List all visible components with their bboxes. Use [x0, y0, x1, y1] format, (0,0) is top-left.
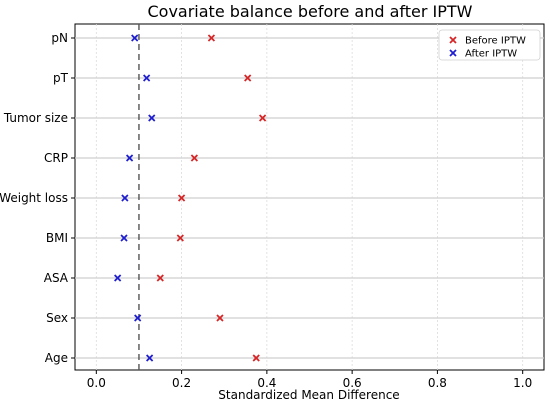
y-axis: pN pT Tumor size CRP Weight loss BMI ASA Sex Age [0, 31, 75, 365]
before-iptw-point [176, 234, 184, 242]
legend-box [438, 29, 541, 61]
before-iptw-point [244, 74, 252, 82]
data-points [113, 34, 267, 362]
after-iptw-point [142, 74, 151, 82]
after-iptw-point [134, 314, 142, 322]
legend-marker [449, 49, 457, 57]
chart-title: Covariate balance before and after IPTW [147, 2, 472, 21]
legend-marker [449, 36, 457, 44]
y-tick-label: pN [51, 31, 68, 45]
x-axis: 0.0 0.2 0.4 0.6 0.8 1.0 [87, 370, 532, 390]
after-iptw-point [131, 34, 139, 42]
after-iptw-point [148, 114, 156, 122]
after-iptw-point [113, 274, 122, 282]
y-tick-label: CRP [44, 151, 68, 165]
before-iptw-point [216, 314, 224, 322]
x-tick-label: 0.2 [172, 376, 191, 390]
y-tick-label: BMI [46, 231, 68, 245]
before-iptw-point [190, 154, 199, 162]
after-iptw-point [120, 234, 128, 242]
before-iptw-point [177, 194, 186, 202]
legend: Before IPTW After IPTW [438, 29, 541, 61]
after-iptw-point [145, 354, 154, 362]
x-tick-label: 0.0 [87, 376, 106, 390]
y-tick-label: Weight loss [0, 191, 68, 205]
y-tick-label: Tumor size [3, 111, 68, 125]
y-tick-label: pT [53, 71, 69, 85]
x-tick-label: 0.6 [343, 376, 362, 390]
x-tick-label: 0.4 [257, 376, 276, 390]
before-iptw-point [252, 354, 260, 362]
plot-area [74, 23, 545, 371]
y-tick-label: Sex [46, 311, 68, 325]
legend-label: Before IPTW [465, 36, 526, 47]
x-tick-label: 0.8 [428, 376, 447, 390]
before-iptw-point [258, 114, 267, 122]
before-iptw-point [156, 274, 164, 282]
x-tick-label: 1.0 [513, 376, 532, 390]
legend-label: After IPTW [465, 49, 517, 60]
x-axis-label: Standardized Mean Difference [218, 388, 399, 402]
before-iptw-point [207, 34, 216, 42]
after-iptw-point [121, 194, 129, 202]
y-tick-label: Age [45, 351, 68, 365]
after-iptw-point [125, 154, 134, 162]
y-tick-label: ASA [44, 271, 69, 285]
